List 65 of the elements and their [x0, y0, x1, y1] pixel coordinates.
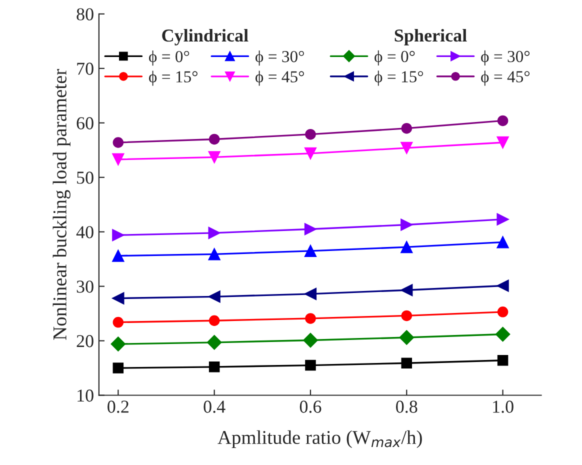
x-tick-label: 0.6	[300, 400, 322, 413]
y-tick-label: 60	[76, 117, 94, 130]
point	[208, 315, 220, 326]
point	[305, 313, 316, 324]
point	[208, 134, 220, 145]
legend-label: ϕ = 15°	[148, 70, 198, 86]
point	[208, 248, 220, 260]
point	[208, 226, 220, 239]
y-tick-label: 40	[76, 226, 94, 238]
y-tick-label: 20	[76, 335, 94, 348]
point	[206, 335, 222, 350]
point	[400, 218, 413, 231]
legend-label: ϕ = 0°	[374, 50, 415, 66]
point	[304, 288, 317, 300]
point	[400, 142, 413, 154]
point	[401, 122, 412, 134]
legend-label: ϕ = 30°	[481, 50, 530, 66]
point	[400, 284, 413, 296]
point	[112, 229, 124, 242]
legend-label: ϕ = 15°	[374, 70, 424, 86]
y-tick-label: 70	[77, 62, 94, 75]
point	[497, 355, 508, 366]
point	[304, 244, 317, 257]
point	[305, 360, 316, 371]
x-tick-label: 1.0	[493, 400, 514, 413]
point	[400, 241, 413, 254]
point	[208, 290, 220, 303]
x-tick-label: 0.4	[204, 400, 226, 413]
point	[112, 137, 124, 148]
legend-label: ϕ = 0°	[148, 50, 190, 66]
point	[208, 362, 220, 372]
legend-label: ϕ = 45°	[255, 70, 304, 86]
y-axis-title: Nonlinear buckling load parameter	[52, 68, 70, 340]
point	[112, 292, 124, 304]
point	[496, 280, 509, 292]
point	[399, 330, 414, 345]
x-tick-label: 0.8	[396, 400, 418, 413]
x-axis-title: Apmlitude ratio (W$_{max}$/h)	[218, 430, 422, 448]
point	[208, 151, 220, 164]
y-tick-label: 10	[78, 390, 94, 402]
point	[305, 128, 316, 140]
annotation: Spherical	[394, 28, 467, 46]
point	[112, 153, 124, 166]
legend-label: ϕ = 30°	[255, 50, 304, 66]
point	[495, 326, 510, 342]
point	[401, 310, 412, 322]
point	[497, 306, 508, 318]
point	[497, 115, 508, 126]
y-tick-label: 30	[76, 280, 94, 293]
legend-label: ϕ = 45°	[481, 70, 530, 86]
point	[112, 362, 124, 374]
point	[304, 147, 317, 160]
point	[496, 136, 509, 149]
point	[110, 336, 126, 352]
point	[304, 223, 317, 236]
x-tick-label: 0.2	[108, 400, 128, 413]
y-tick-label: 50	[77, 172, 94, 184]
y-tick-label: 80	[76, 8, 94, 20]
point	[112, 316, 124, 328]
point	[303, 332, 318, 348]
point	[112, 250, 124, 262]
point	[496, 236, 509, 248]
point	[496, 213, 509, 226]
point	[401, 358, 412, 368]
annotation: Cylindrical	[162, 28, 248, 46]
